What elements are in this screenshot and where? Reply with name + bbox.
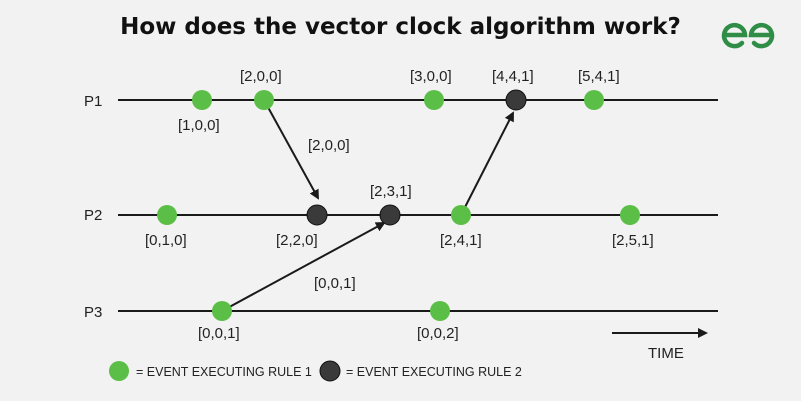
event-dot-rule1 xyxy=(254,90,274,110)
event-dot-rule1 xyxy=(424,90,444,110)
event-label: [2,3,1] xyxy=(370,183,412,200)
legend-rule1-label: = EVENT EXECUTING RULE 1 xyxy=(136,365,312,379)
message-arrow-p1-to-p2 xyxy=(263,99,319,200)
diagram-title: How does the vector clock algorithm work… xyxy=(120,14,681,40)
event-label: [2,4,1] xyxy=(440,232,482,249)
process-label-p1: P1 xyxy=(84,93,102,110)
legend-rule2-dot xyxy=(319,360,341,382)
geeksforgeeks-logo-icon xyxy=(721,22,775,49)
event-dot-rule2 xyxy=(505,89,527,111)
event-dot-rule1 xyxy=(212,301,232,321)
event-label: [3,0,0] xyxy=(410,68,452,85)
message-label: [0,0,1] xyxy=(314,275,356,292)
event-label: [5,4,1] xyxy=(578,68,620,85)
event-dot-rule1 xyxy=(620,205,640,225)
event-label: [1,0,0] xyxy=(178,117,220,134)
event-dot-rule1 xyxy=(192,90,212,110)
event-dot-rule1 xyxy=(157,205,177,225)
event-dot-rule1 xyxy=(430,301,450,321)
event-label: [2,5,1] xyxy=(612,232,654,249)
process-label-p2: P2 xyxy=(84,207,102,224)
event-label: [0,0,2] xyxy=(417,325,459,342)
event-label: [2,0,0] xyxy=(240,68,282,85)
legend-rule1-dot xyxy=(109,361,129,381)
event-dot-rule2 xyxy=(379,204,401,226)
time-label: TIME xyxy=(648,345,684,362)
message-arrow-p2-to-p1 xyxy=(460,111,514,216)
legend-rule2-label: = EVENT EXECUTING RULE 2 xyxy=(346,365,522,379)
event-label: [0,1,0] xyxy=(145,232,187,249)
event-dot-rule1 xyxy=(584,90,604,110)
event-dot-rule2 xyxy=(306,204,328,226)
event-label: [2,2,0] xyxy=(276,232,318,249)
message-label: [2,0,0] xyxy=(308,137,350,154)
message-arrow-p3-to-p2 xyxy=(221,222,386,312)
process-label-p3: P3 xyxy=(84,304,102,321)
event-dot-rule1 xyxy=(451,205,471,225)
event-label: [0,0,1] xyxy=(198,325,240,342)
event-label: [4,4,1] xyxy=(492,68,534,85)
